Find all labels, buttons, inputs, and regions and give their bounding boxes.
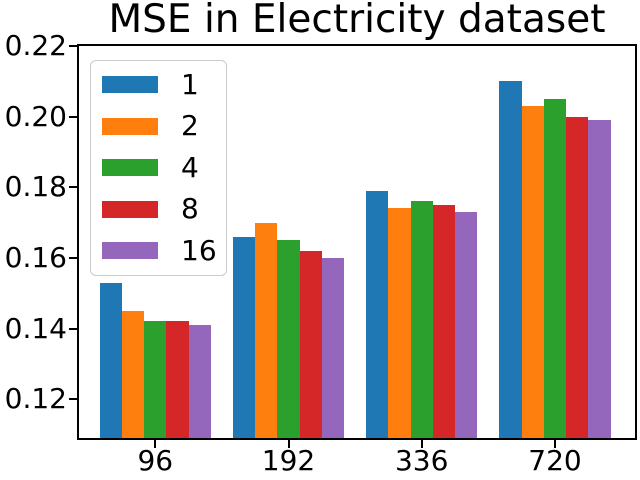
bar-series-2-x-192	[255, 222, 278, 438]
y-tick-label: 0.12	[4, 382, 67, 416]
bar-series-8-x-96	[166, 321, 189, 438]
bar-series-2-x-96	[121, 310, 145, 438]
legend-label: 8	[181, 192, 199, 226]
bar-series-4-x-192	[277, 240, 300, 438]
x-tick-mark	[154, 440, 157, 448]
y-tick-label: 0.18	[4, 170, 67, 204]
y-tick-mark	[69, 398, 77, 401]
legend-entry-8: 8	[91, 189, 226, 231]
chart-title: MSE in Electricity dataset	[108, 0, 606, 42]
x-tick-label: 336	[394, 444, 449, 477]
bar-group-192	[232, 46, 345, 438]
bar-series-8-x-720	[566, 116, 589, 438]
y-tick-label: 0.22	[4, 29, 67, 62]
y-tick-mark	[69, 186, 77, 189]
y-tick-mark	[69, 115, 77, 118]
y-tick-mark	[69, 45, 77, 47]
legend-label: 2	[181, 109, 199, 143]
bar-group-336	[366, 46, 478, 438]
x-tick-mark	[420, 440, 423, 448]
y-tick-label: 0.20	[4, 99, 67, 133]
bar-series-4-x-336	[410, 201, 433, 438]
legend-swatch-1	[102, 76, 158, 94]
bar-group-96	[99, 46, 211, 438]
y-tick-mark	[69, 327, 77, 330]
x-tick-mark	[287, 440, 290, 448]
bar-series-1-x-720	[499, 81, 522, 438]
legend-entry-1: 1	[91, 64, 226, 106]
bar-series-2-x-336	[388, 208, 411, 438]
legend: 1 2 4 8 16	[90, 60, 227, 276]
legend-entry-2: 2	[91, 106, 226, 148]
bar-series-8-x-336	[432, 204, 456, 438]
x-tick-mark	[554, 440, 556, 448]
bar-series-1-x-336	[366, 190, 389, 438]
bar-series-4-x-96	[144, 321, 167, 438]
bar-series-16-x-336	[455, 211, 478, 438]
x-tick-label: 192	[261, 444, 316, 477]
legend-entry-4: 4	[91, 147, 226, 189]
bar-series-16-x-96	[188, 325, 211, 438]
legend-label: 16	[181, 233, 217, 267]
y-tick-mark	[69, 256, 77, 259]
legend-swatch-8	[102, 200, 158, 218]
bar-series-8-x-192	[299, 250, 322, 438]
bar-series-1-x-192	[232, 236, 256, 438]
y-tick-label: 0.16	[4, 240, 67, 274]
x-tick-label: 96	[137, 444, 174, 477]
bar-series-16-x-192	[321, 257, 345, 438]
plot-area: 1 2 4 8 16	[77, 44, 637, 440]
bar-group-720	[499, 46, 611, 438]
legend-entry-16: 16	[91, 230, 226, 272]
bar-series-1-x-96	[99, 282, 122, 438]
y-tick-label: 0.14	[4, 311, 67, 345]
bar-series-2-x-720	[521, 106, 544, 438]
bar-series-16-x-720	[588, 120, 611, 438]
legend-label: 4	[181, 150, 199, 184]
x-tick-label: 720	[528, 444, 582, 477]
bar-series-4-x-720	[543, 98, 567, 438]
bars-layer	[79, 46, 635, 438]
legend-swatch-2	[102, 117, 158, 135]
legend-swatch-16	[102, 242, 158, 260]
legend-swatch-4	[102, 159, 158, 177]
legend-label: 1	[181, 67, 199, 101]
